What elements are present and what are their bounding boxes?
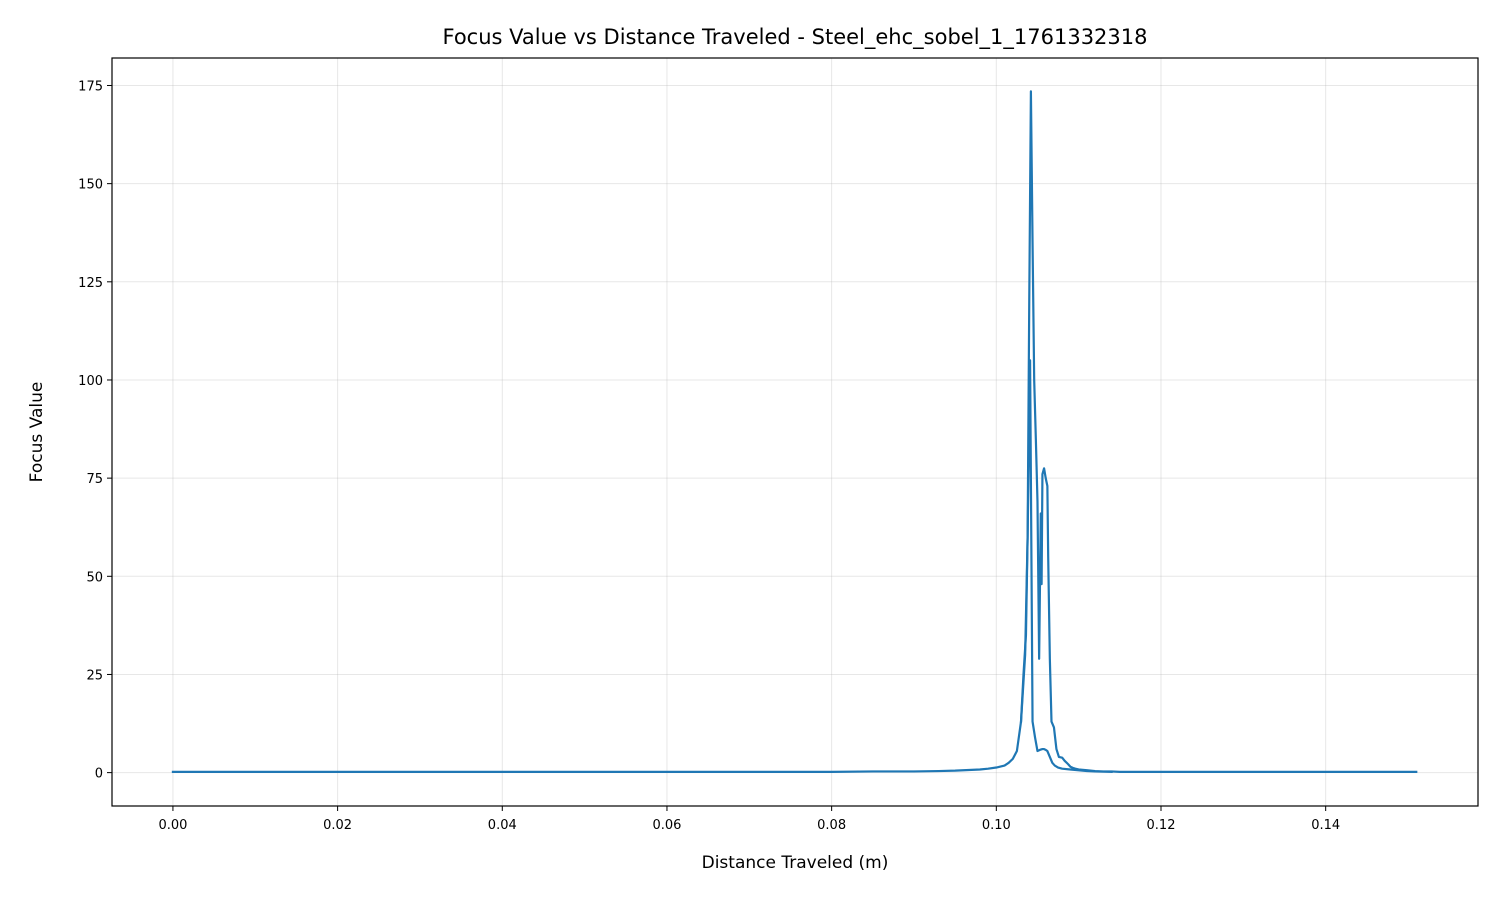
y-axis: 0 25 50 75 100 125 150 175 [78, 79, 112, 782]
y-tick-label: 125 [78, 276, 103, 291]
y-tick-label: 100 [78, 374, 103, 389]
series-layer [171, 90, 1418, 773]
x-tick-label: 0.14 [1311, 818, 1340, 833]
x-tick-label: 0.08 [817, 818, 846, 833]
x-axis: 0.00 0.02 0.04 0.06 0.08 0.10 0.12 0.14 [158, 806, 1340, 833]
x-tick-label: 0.12 [1147, 818, 1176, 833]
plot-frame [111, 57, 1479, 807]
y-tick-label: 150 [78, 178, 103, 193]
chart-title: Focus Value vs Distance Traveled - Steel… [443, 25, 1148, 50]
grid [112, 58, 1478, 806]
x-tick-label: 0.00 [158, 818, 187, 833]
y-tick-label: 25 [86, 668, 103, 683]
x-tick-label: 0.06 [652, 818, 681, 833]
series-line-2 [1019, 359, 1113, 773]
y-tick-label: 175 [78, 79, 103, 94]
y-tick-label: 50 [86, 570, 103, 585]
y-tick-label: 0 [95, 767, 103, 782]
x-tick-label: 0.04 [488, 818, 517, 833]
x-tick-label: 0.10 [982, 818, 1011, 833]
x-tick-label: 0.02 [323, 818, 352, 833]
y-tick-label: 75 [86, 472, 103, 487]
y-axis-label: Focus Value [27, 382, 47, 483]
x-axis-label: Distance Traveled (m) [702, 853, 889, 873]
